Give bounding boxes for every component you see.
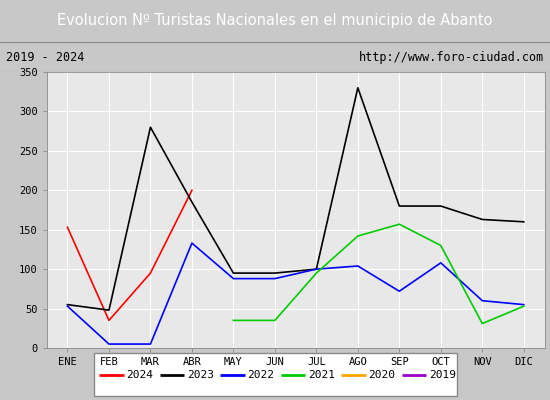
Text: 2019: 2019 [429, 370, 456, 380]
Text: 2021: 2021 [308, 370, 335, 380]
Text: 2020: 2020 [368, 370, 395, 380]
Text: 2024: 2024 [126, 370, 153, 380]
FancyBboxPatch shape [94, 353, 456, 396]
Text: Evolucion Nº Turistas Nacionales en el municipio de Abanto: Evolucion Nº Turistas Nacionales en el m… [57, 14, 493, 28]
Text: 2022: 2022 [248, 370, 274, 380]
Text: 2023: 2023 [187, 370, 214, 380]
Text: http://www.foro-ciudad.com: http://www.foro-ciudad.com [359, 51, 544, 64]
Text: 2019 - 2024: 2019 - 2024 [6, 51, 84, 64]
